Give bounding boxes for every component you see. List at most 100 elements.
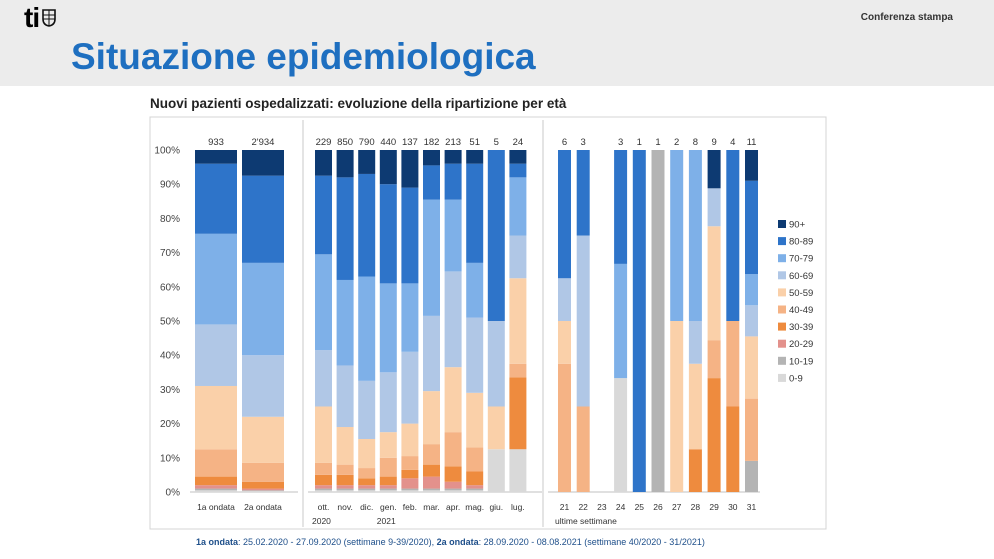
footnote-wave2-text: : 28.09.2020 - 08.08.2021 (settimane 40/… [478, 537, 705, 547]
bar-segment-0-9 [336, 490, 354, 492]
bar-segment-30-39 [707, 378, 721, 492]
bar-segment-60-69 [423, 315, 440, 392]
bar-segment-90+ [509, 150, 527, 164]
bar-segment-80-89 [336, 177, 354, 280]
bar-segment-70-79 [614, 263, 628, 379]
bar-segment-90+ [707, 150, 721, 189]
bar-segment-10-19 [423, 488, 440, 491]
bar-segment-90+ [401, 150, 419, 188]
bar-segment-70-79 [336, 279, 354, 366]
bar-segment-90+ [336, 150, 354, 178]
press-conference-label: Conferenza stampa [860, 12, 953, 23]
footnote-wave2-label: 2a ondata [436, 537, 479, 547]
bar-segment-40-49 [336, 464, 354, 475]
bar-total-label: 8 [693, 137, 698, 148]
legend-label: 80-89 [789, 237, 813, 248]
x-tick-label: feb. [403, 502, 417, 512]
slide-title: Situazione epidemiologica [71, 36, 536, 77]
bar-segment-80-89 [423, 165, 440, 200]
bar-segment-50-59 [509, 278, 527, 364]
x-tick-label: lug. [511, 502, 525, 512]
bar-segment-70-79 [688, 150, 702, 321]
footnote-wave1-label: 1a ondata [196, 537, 239, 547]
y-tick-label: 50% [160, 317, 180, 328]
bar-segment-40-49 [707, 340, 721, 379]
bar-total-label: 6 [562, 137, 567, 148]
bar-segment-50-59 [444, 367, 462, 433]
bar-segment-20-29 [336, 485, 354, 489]
bar-segment-50-59 [423, 391, 440, 445]
bar-segment-20-29 [242, 488, 284, 491]
bar-segment-60-69 [707, 188, 721, 227]
bar-segment-30-39 [242, 481, 284, 489]
bar-segment-40-49 [195, 449, 237, 477]
x-tick-label: mag. [465, 502, 484, 512]
bar-segment-0-9 [195, 490, 237, 492]
legend-label: 90+ [789, 220, 806, 231]
x-tick-label: nov. [337, 502, 352, 512]
x-tick-label: 28 [691, 502, 701, 512]
bar-segment-0-9 [401, 490, 419, 492]
bar-segment-0-9 [242, 490, 284, 492]
bar-segment-60-69 [242, 355, 284, 417]
bar-segment-50-59 [707, 226, 721, 341]
bar-segment-40-49 [242, 462, 284, 482]
y-tick-label: 70% [160, 248, 180, 259]
bar-segment-60-69 [195, 324, 237, 386]
bar-segment-80-89 [487, 150, 505, 321]
bar-segment-50-59 [466, 392, 484, 448]
bar-segment-10-19 [195, 488, 237, 491]
bar-segment-80-89 [632, 150, 646, 492]
bar-segment-60-69 [379, 372, 397, 433]
bar-total-label: 933 [208, 137, 224, 148]
x-tick-label: 24 [616, 502, 626, 512]
x-tick-label: 2a ondata [244, 502, 282, 512]
y-tick-label: 40% [160, 351, 180, 362]
panel-footer-label: ultime settimane [555, 516, 617, 526]
bar-total-label: 137 [402, 137, 418, 148]
bar-segment-30-39 [509, 377, 527, 450]
legend-label: 10-19 [789, 356, 813, 367]
bar-segment-80-89 [558, 150, 571, 279]
legend-label: 0-9 [789, 373, 803, 384]
bar-segment-50-59 [379, 432, 397, 458]
bar-segment-50-59 [336, 427, 354, 465]
bar-segment-0-9 [423, 490, 440, 492]
legend-swatch-80-89 [778, 237, 786, 246]
y-tick-label: 0% [166, 488, 181, 499]
bar-segment-50-59 [242, 416, 284, 463]
bar-segment-20-29 [401, 478, 419, 489]
bar-segment-40-49 [423, 444, 440, 465]
bar-segment-10-19 [379, 488, 397, 491]
bar-segment-90+ [315, 150, 332, 176]
bar-segment-10-19 [444, 488, 462, 491]
x-tick-label: 22 [578, 502, 588, 512]
legend-swatch-10-19 [778, 356, 786, 365]
bar-segment-90+ [745, 150, 758, 181]
bar-total-label: 1 [655, 137, 660, 148]
bar-segment-20-29 [423, 476, 440, 489]
bar-segment-10-19 [242, 490, 284, 491]
x-tick-label: apr. [446, 502, 460, 512]
y-tick-label: 60% [160, 282, 180, 293]
x-tick-label: 30 [728, 502, 738, 512]
logo-text: ti [24, 2, 40, 33]
bar-segment-60-69 [558, 278, 571, 321]
y-tick-label: 90% [160, 180, 180, 191]
bar-segment-10-19 [745, 460, 758, 492]
bar-total-label: 2 [674, 137, 679, 148]
bar-segment-20-29 [358, 485, 376, 489]
bar-segment-20-29 [466, 485, 484, 489]
x-tick-label: giu. [489, 502, 503, 512]
legend-swatch-50-59 [778, 288, 786, 297]
bar-total-label: 790 [359, 137, 375, 148]
x-tick-label: 21 [560, 502, 570, 512]
shield-icon [42, 9, 56, 27]
bar-segment-80-89 [379, 184, 397, 284]
bar-segment-50-59 [688, 363, 702, 450]
bar-segment-60-69 [576, 235, 590, 407]
bar-segment-0-9 [614, 378, 628, 492]
bar-segment-10-19 [466, 488, 484, 491]
bar-segment-50-59 [195, 385, 237, 450]
